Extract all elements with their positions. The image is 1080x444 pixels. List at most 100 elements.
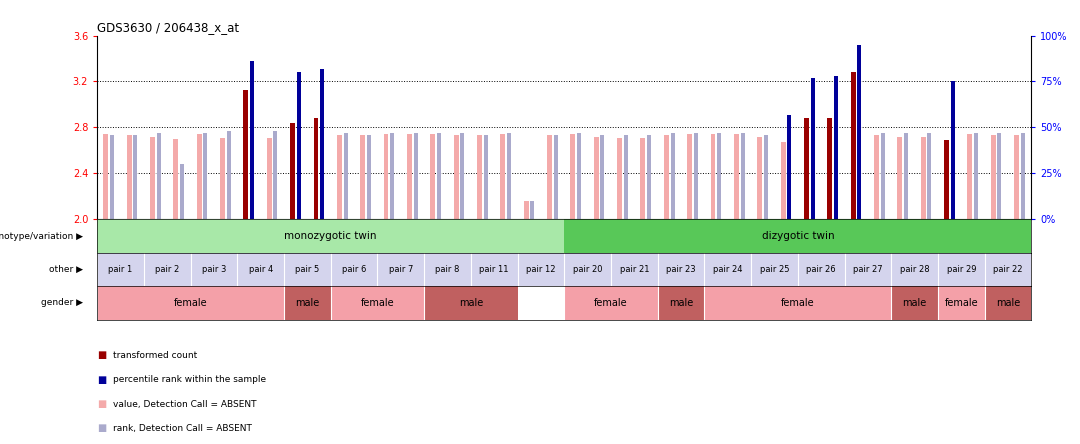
- Bar: [97, 286, 284, 320]
- Text: dizygotic twin: dizygotic twin: [761, 231, 834, 241]
- Text: pair 3: pair 3: [202, 265, 226, 274]
- Bar: [126, 135, 132, 219]
- Text: pair 7: pair 7: [389, 265, 413, 274]
- Bar: [937, 286, 985, 320]
- Bar: [904, 133, 908, 219]
- Bar: [220, 138, 225, 219]
- Bar: [804, 118, 809, 219]
- Bar: [564, 219, 1031, 253]
- Bar: [361, 135, 365, 219]
- Bar: [928, 133, 931, 219]
- Text: pair 24: pair 24: [713, 265, 743, 274]
- Bar: [998, 133, 1001, 219]
- Text: other ▶: other ▶: [50, 265, 83, 274]
- Bar: [827, 118, 833, 219]
- Bar: [530, 201, 535, 219]
- Text: female: female: [945, 298, 978, 308]
- Bar: [477, 135, 482, 219]
- Bar: [734, 135, 739, 219]
- Text: pair 1: pair 1: [108, 265, 133, 274]
- Text: monozygotic twin: monozygotic twin: [284, 231, 377, 241]
- Bar: [500, 135, 505, 219]
- Bar: [944, 140, 949, 219]
- Bar: [330, 286, 424, 320]
- Bar: [133, 135, 137, 219]
- Bar: [600, 135, 605, 219]
- Text: pair 27: pair 27: [853, 265, 882, 274]
- Bar: [564, 253, 611, 286]
- Bar: [97, 219, 564, 253]
- Text: pair 29: pair 29: [946, 265, 976, 274]
- Bar: [671, 133, 675, 219]
- Text: pair 4: pair 4: [248, 265, 273, 274]
- Bar: [104, 135, 108, 219]
- Text: pair 5: pair 5: [295, 265, 320, 274]
- Text: pair 12: pair 12: [526, 265, 556, 274]
- Text: pair 26: pair 26: [807, 265, 836, 274]
- Bar: [717, 133, 721, 219]
- Bar: [284, 286, 330, 320]
- Text: value, Detection Call = ABSENT: value, Detection Call = ABSENT: [113, 400, 257, 408]
- Bar: [647, 135, 651, 219]
- Bar: [238, 253, 284, 286]
- Bar: [617, 138, 622, 219]
- Bar: [834, 76, 838, 219]
- Bar: [851, 72, 855, 219]
- Bar: [874, 135, 879, 219]
- Bar: [291, 123, 295, 219]
- Bar: [921, 137, 926, 219]
- Bar: [704, 286, 891, 320]
- Text: ■: ■: [97, 350, 107, 360]
- Bar: [554, 135, 557, 219]
- Text: female: female: [594, 298, 627, 308]
- Bar: [548, 135, 552, 219]
- Bar: [937, 253, 985, 286]
- Bar: [741, 133, 744, 219]
- Bar: [414, 133, 418, 219]
- Bar: [624, 135, 627, 219]
- Bar: [378, 253, 424, 286]
- Bar: [297, 72, 301, 219]
- Text: pair 8: pair 8: [435, 265, 460, 274]
- Bar: [337, 135, 341, 219]
- Bar: [157, 133, 161, 219]
- Bar: [751, 253, 798, 286]
- Bar: [251, 61, 254, 219]
- Bar: [284, 253, 330, 286]
- Bar: [974, 133, 978, 219]
- Bar: [787, 115, 792, 219]
- Text: male: male: [295, 298, 320, 308]
- Bar: [313, 118, 319, 219]
- Text: GDS3630 / 206438_x_at: GDS3630 / 206438_x_at: [97, 21, 240, 34]
- Bar: [424, 253, 471, 286]
- Text: male: male: [459, 298, 483, 308]
- Bar: [97, 253, 144, 286]
- Bar: [180, 164, 184, 219]
- Bar: [564, 286, 658, 320]
- Bar: [203, 133, 207, 219]
- Text: genotype/variation ▶: genotype/variation ▶: [0, 232, 83, 241]
- Bar: [811, 78, 814, 219]
- Bar: [757, 137, 762, 219]
- Bar: [711, 135, 715, 219]
- Bar: [430, 135, 435, 219]
- Bar: [968, 135, 972, 219]
- Bar: [891, 253, 937, 286]
- Text: male: male: [996, 298, 1021, 308]
- Text: ■: ■: [97, 424, 107, 433]
- Bar: [390, 133, 394, 219]
- Bar: [1014, 135, 1020, 219]
- Text: rank, Detection Call = ABSENT: rank, Detection Call = ABSENT: [113, 424, 253, 433]
- Bar: [191, 253, 238, 286]
- Text: pair 25: pair 25: [759, 265, 789, 274]
- Bar: [437, 133, 441, 219]
- Bar: [407, 135, 411, 219]
- Bar: [658, 253, 704, 286]
- Text: female: female: [781, 298, 814, 308]
- Bar: [524, 201, 528, 219]
- Bar: [197, 135, 202, 219]
- Text: pair 20: pair 20: [572, 265, 603, 274]
- Bar: [658, 286, 704, 320]
- Bar: [383, 135, 389, 219]
- Bar: [704, 253, 751, 286]
